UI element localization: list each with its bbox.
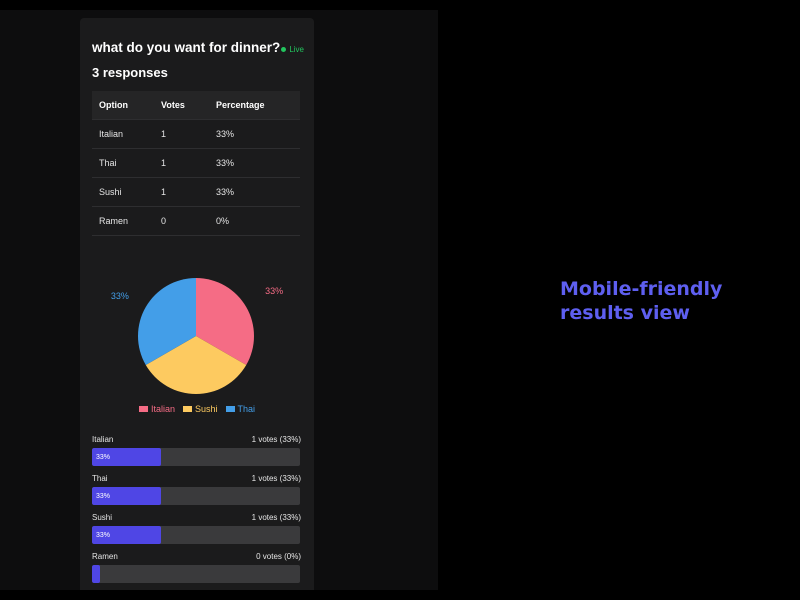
vote-bar-fill: 33% [92, 526, 161, 544]
pie-chart-svg: 33%33%33% [111, 278, 283, 418]
vote-bar-fill [92, 565, 101, 583]
vote-bar-track: 33% [92, 487, 300, 505]
cell-votes: 1 [154, 148, 209, 178]
vote-bar-track [92, 565, 300, 583]
legend-swatch [138, 406, 148, 412]
cell-percentage: 33% [209, 119, 300, 149]
cell-option: Sushi [92, 177, 154, 207]
chart-legend: Italian Sushi Thai [80, 404, 314, 414]
vote-bar-item: Ramen 0 votes (0%) [92, 552, 301, 590]
cell-votes: 1 [154, 119, 209, 149]
table-row: Italian 1 33% [92, 119, 300, 149]
pie-slice-italian[interactable] [196, 278, 254, 365]
cell-percentage: 33% [209, 177, 300, 207]
legend-item-sushi[interactable]: Sushi [183, 404, 218, 414]
vote-bar-track: 33% [92, 448, 300, 466]
vote-bar-item: Thai 1 votes (33%) 33% [92, 474, 301, 513]
vote-bar-fill: 33% [92, 448, 161, 466]
cell-percentage: 0% [209, 206, 300, 236]
column-header-option: Option [92, 91, 154, 120]
column-header-votes: Votes [154, 91, 209, 120]
legend-label: Thai [237, 404, 256, 414]
vote-bar-summary: 1 votes (33%) [251, 474, 301, 483]
cell-option: Italian [92, 119, 154, 149]
vote-bar-track: 33% [92, 526, 300, 544]
cell-votes: 1 [154, 177, 209, 207]
poll-results-card: what do you want for dinner? Live 3 resp… [80, 18, 314, 590]
vote-bars: Italian 1 votes (33%) 33% Thai 1 votes (… [92, 435, 301, 590]
vote-bar-summary: 1 votes (33%) [251, 435, 301, 444]
cell-option: Thai [92, 148, 154, 178]
pie-slice-thai[interactable] [138, 278, 196, 365]
table-row: Ramen 0 0% [92, 206, 300, 236]
legend-label: Italian [150, 404, 175, 414]
live-dot-icon [281, 47, 287, 52]
legend-item-thai[interactable]: Thai [225, 404, 256, 414]
legend-item-italian[interactable]: Italian [138, 404, 175, 414]
results-table: Option Votes Percentage Italian 1 33% Th… [92, 91, 300, 236]
mobile-preview: what do you want for dinner? Live 3 resp… [0, 10, 438, 590]
table-header-row: Option Votes Percentage [92, 91, 300, 120]
legend-label: Sushi [195, 404, 218, 414]
vote-bar-label: Italian [92, 435, 114, 444]
legend-swatch [225, 406, 235, 412]
column-header-percentage: Percentage [209, 91, 300, 120]
vote-bar-label: Thai [92, 474, 108, 483]
table-row: Thai 1 33% [92, 148, 300, 178]
cell-option: Ramen [92, 206, 154, 236]
cell-votes: 0 [154, 206, 209, 236]
vote-bar-label: Sushi [92, 513, 113, 522]
vote-bar-fill: 33% [92, 487, 161, 505]
vote-bar-summary: 1 votes (33%) [251, 513, 301, 522]
pie-label-italian: 33% [265, 286, 283, 296]
pie-chart: 33%33%33% [80, 250, 314, 418]
vote-bar-item: Italian 1 votes (33%) 33% [92, 435, 301, 474]
poll-header: what do you want for dinner? Live [92, 40, 304, 60]
poll-title: what do you want for dinner? [92, 40, 281, 55]
pie-label-thai: 33% [111, 291, 129, 301]
feature-caption: Mobile-friendly results view [560, 277, 790, 325]
vote-bar-label: Ramen [92, 552, 118, 561]
caption-line-2: results view [560, 302, 690, 324]
cell-percentage: 33% [209, 148, 300, 178]
caption-line-1: Mobile-friendly [560, 278, 723, 300]
vote-bar-summary: 0 votes (0%) [256, 552, 301, 561]
vote-bar-item: Sushi 1 votes (33%) 33% [92, 513, 301, 552]
live-label: Live [289, 45, 304, 54]
table-row: Sushi 1 33% [92, 177, 300, 207]
live-indicator: Live [281, 45, 304, 54]
legend-swatch [183, 406, 192, 412]
response-count: 3 responses [92, 65, 168, 80]
